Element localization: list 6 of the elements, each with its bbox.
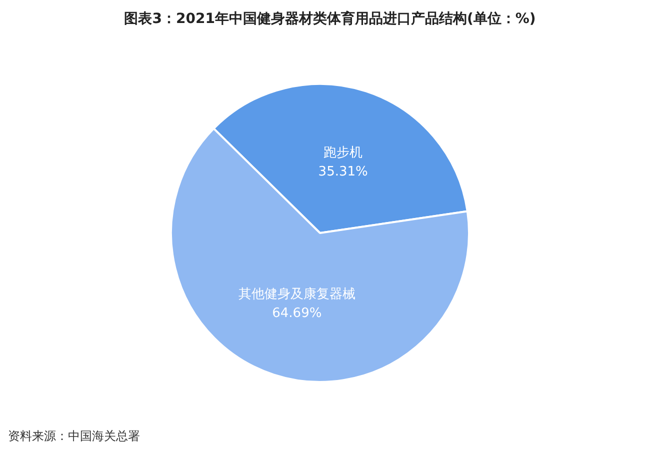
data-label: 35.31% (318, 164, 368, 180)
data-label: 64.69% (272, 306, 322, 322)
slice-label: 其他健身及康复器械 (238, 287, 356, 302)
chart-title: 图表3：2021年中国健身器材类体育用品进口产品结构(单位：%) (123, 10, 537, 28)
text: 资料来源：中国海关总署 (8, 428, 140, 445)
slice-label: 跑步机 (324, 146, 363, 161)
